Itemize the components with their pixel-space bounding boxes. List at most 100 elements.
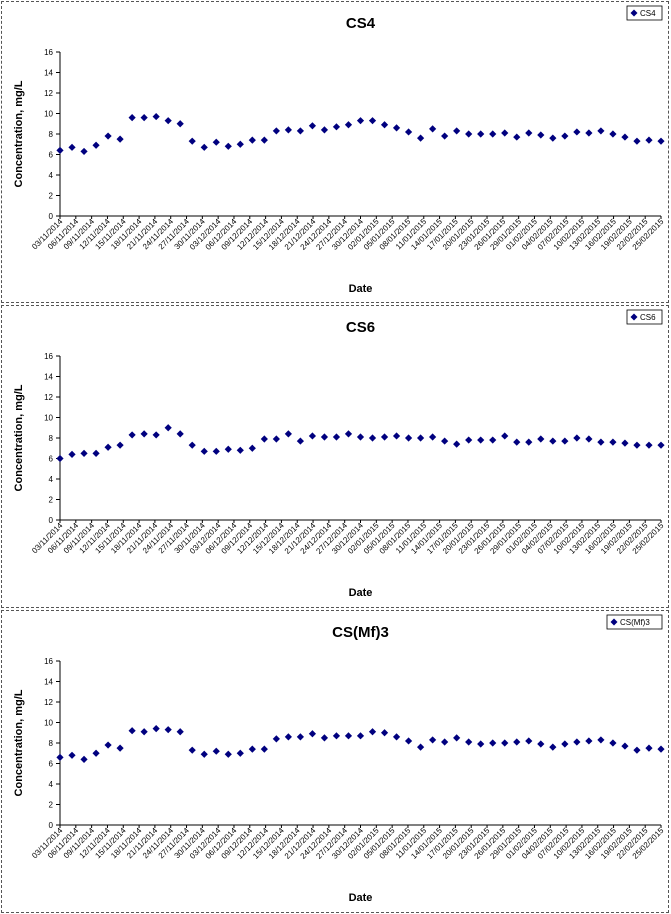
data-point [501, 739, 509, 747]
data-point [68, 143, 76, 151]
data-point [164, 424, 172, 432]
chart-panel-cs4: CS4 CS4 0 2 4 6 8 10 12 14 16 Concentration, mg/L 03… [1, 1, 669, 303]
data-point [645, 136, 653, 144]
data-point [104, 132, 112, 140]
data-point [380, 729, 389, 737]
data-point [296, 437, 304, 445]
data-point [356, 117, 365, 125]
y-tick-label: 16 [44, 657, 53, 666]
data-point [429, 433, 437, 441]
data-point [549, 743, 557, 751]
data-point [537, 740, 545, 748]
data-point [657, 137, 665, 145]
data-point [417, 743, 425, 751]
data-point [308, 432, 317, 440]
data-point [68, 450, 76, 458]
data-point [200, 447, 208, 455]
data-point [441, 437, 449, 445]
data-point [513, 438, 521, 446]
y-tick-label: 8 [49, 739, 54, 748]
data-point [56, 146, 64, 154]
data-point [320, 734, 329, 742]
y-tick-label: 2 [49, 801, 54, 810]
x-axis-label: Date [349, 587, 373, 599]
chart-panel-cs6: CS6 CS6 0 2 4 6 8 10 12 14 16 Concentration, mg/L 03… [1, 305, 669, 608]
y-tick-label: 2 [49, 496, 54, 505]
data-point [633, 746, 641, 754]
data-point [429, 736, 437, 744]
data-point [116, 441, 124, 449]
data-point [212, 447, 220, 455]
data-point [561, 740, 569, 748]
chart-panel-csmf3: CS(Mf)3 CS(Mf)3 0 2 4 6 8 10 12 14 16 Concentration… [1, 610, 669, 913]
data-point [200, 143, 208, 151]
data-point [128, 727, 136, 735]
y-tick-label: 8 [49, 130, 54, 139]
chart-title: CS6 [346, 319, 375, 336]
y-tick-label: 16 [44, 48, 53, 57]
legend-label: CS6 [640, 313, 656, 322]
y-tick-label: 12 [44, 89, 53, 98]
data-point [453, 734, 461, 742]
data-point [344, 732, 353, 740]
data-point [308, 730, 317, 738]
data-point [609, 130, 617, 138]
data-point [368, 117, 377, 125]
y-tick-label: 4 [49, 475, 54, 484]
data-point [392, 733, 401, 741]
data-point [380, 433, 389, 441]
data-point [116, 744, 124, 752]
data-point [356, 732, 365, 740]
data-point [56, 753, 64, 761]
data-point [188, 137, 196, 145]
data-point [236, 446, 244, 454]
data-point [477, 436, 485, 444]
data-point [465, 130, 473, 138]
data-point [92, 449, 100, 457]
y-tick-label: 8 [49, 434, 54, 443]
data-point [392, 432, 401, 440]
y-tick-label: 4 [49, 780, 54, 789]
data-point [356, 433, 365, 441]
y-tick-label: 10 [44, 719, 53, 728]
data-point [224, 445, 232, 453]
data-point [477, 740, 485, 748]
data-point [344, 121, 353, 129]
data-point [128, 431, 136, 439]
data-point [296, 127, 304, 135]
data-point [549, 134, 557, 142]
data-point [525, 737, 533, 745]
data-point [236, 140, 244, 148]
data-point [284, 733, 292, 741]
data-point [525, 129, 533, 137]
data-point [152, 431, 160, 439]
y-tick-label: 10 [44, 110, 53, 119]
data-point [368, 728, 377, 736]
data-point [140, 114, 148, 122]
data-point [248, 745, 256, 753]
data-point [296, 733, 304, 741]
data-point [609, 438, 617, 446]
legend-label: CS(Mf)3 [620, 618, 650, 627]
y-tick-label: 0 [49, 212, 54, 221]
y-tick-label: 6 [49, 455, 54, 464]
data-point [392, 124, 401, 132]
data-point [573, 128, 581, 136]
y-tick-label: 0 [49, 516, 54, 525]
legend-marker [610, 618, 618, 626]
y-tick-label: 6 [49, 151, 54, 160]
y-tick-label: 2 [49, 192, 54, 201]
y-axis-label: Concentration, mg/L [13, 689, 25, 796]
data-point [104, 741, 112, 749]
y-tick-label: 10 [44, 414, 53, 423]
data-point [633, 441, 641, 449]
data-point [465, 436, 473, 444]
data-point [380, 121, 389, 129]
data-point [176, 430, 184, 438]
data-point [332, 732, 341, 740]
data-point [441, 132, 449, 140]
data-point [140, 430, 148, 438]
data-point [152, 112, 160, 121]
data-point [332, 433, 341, 441]
